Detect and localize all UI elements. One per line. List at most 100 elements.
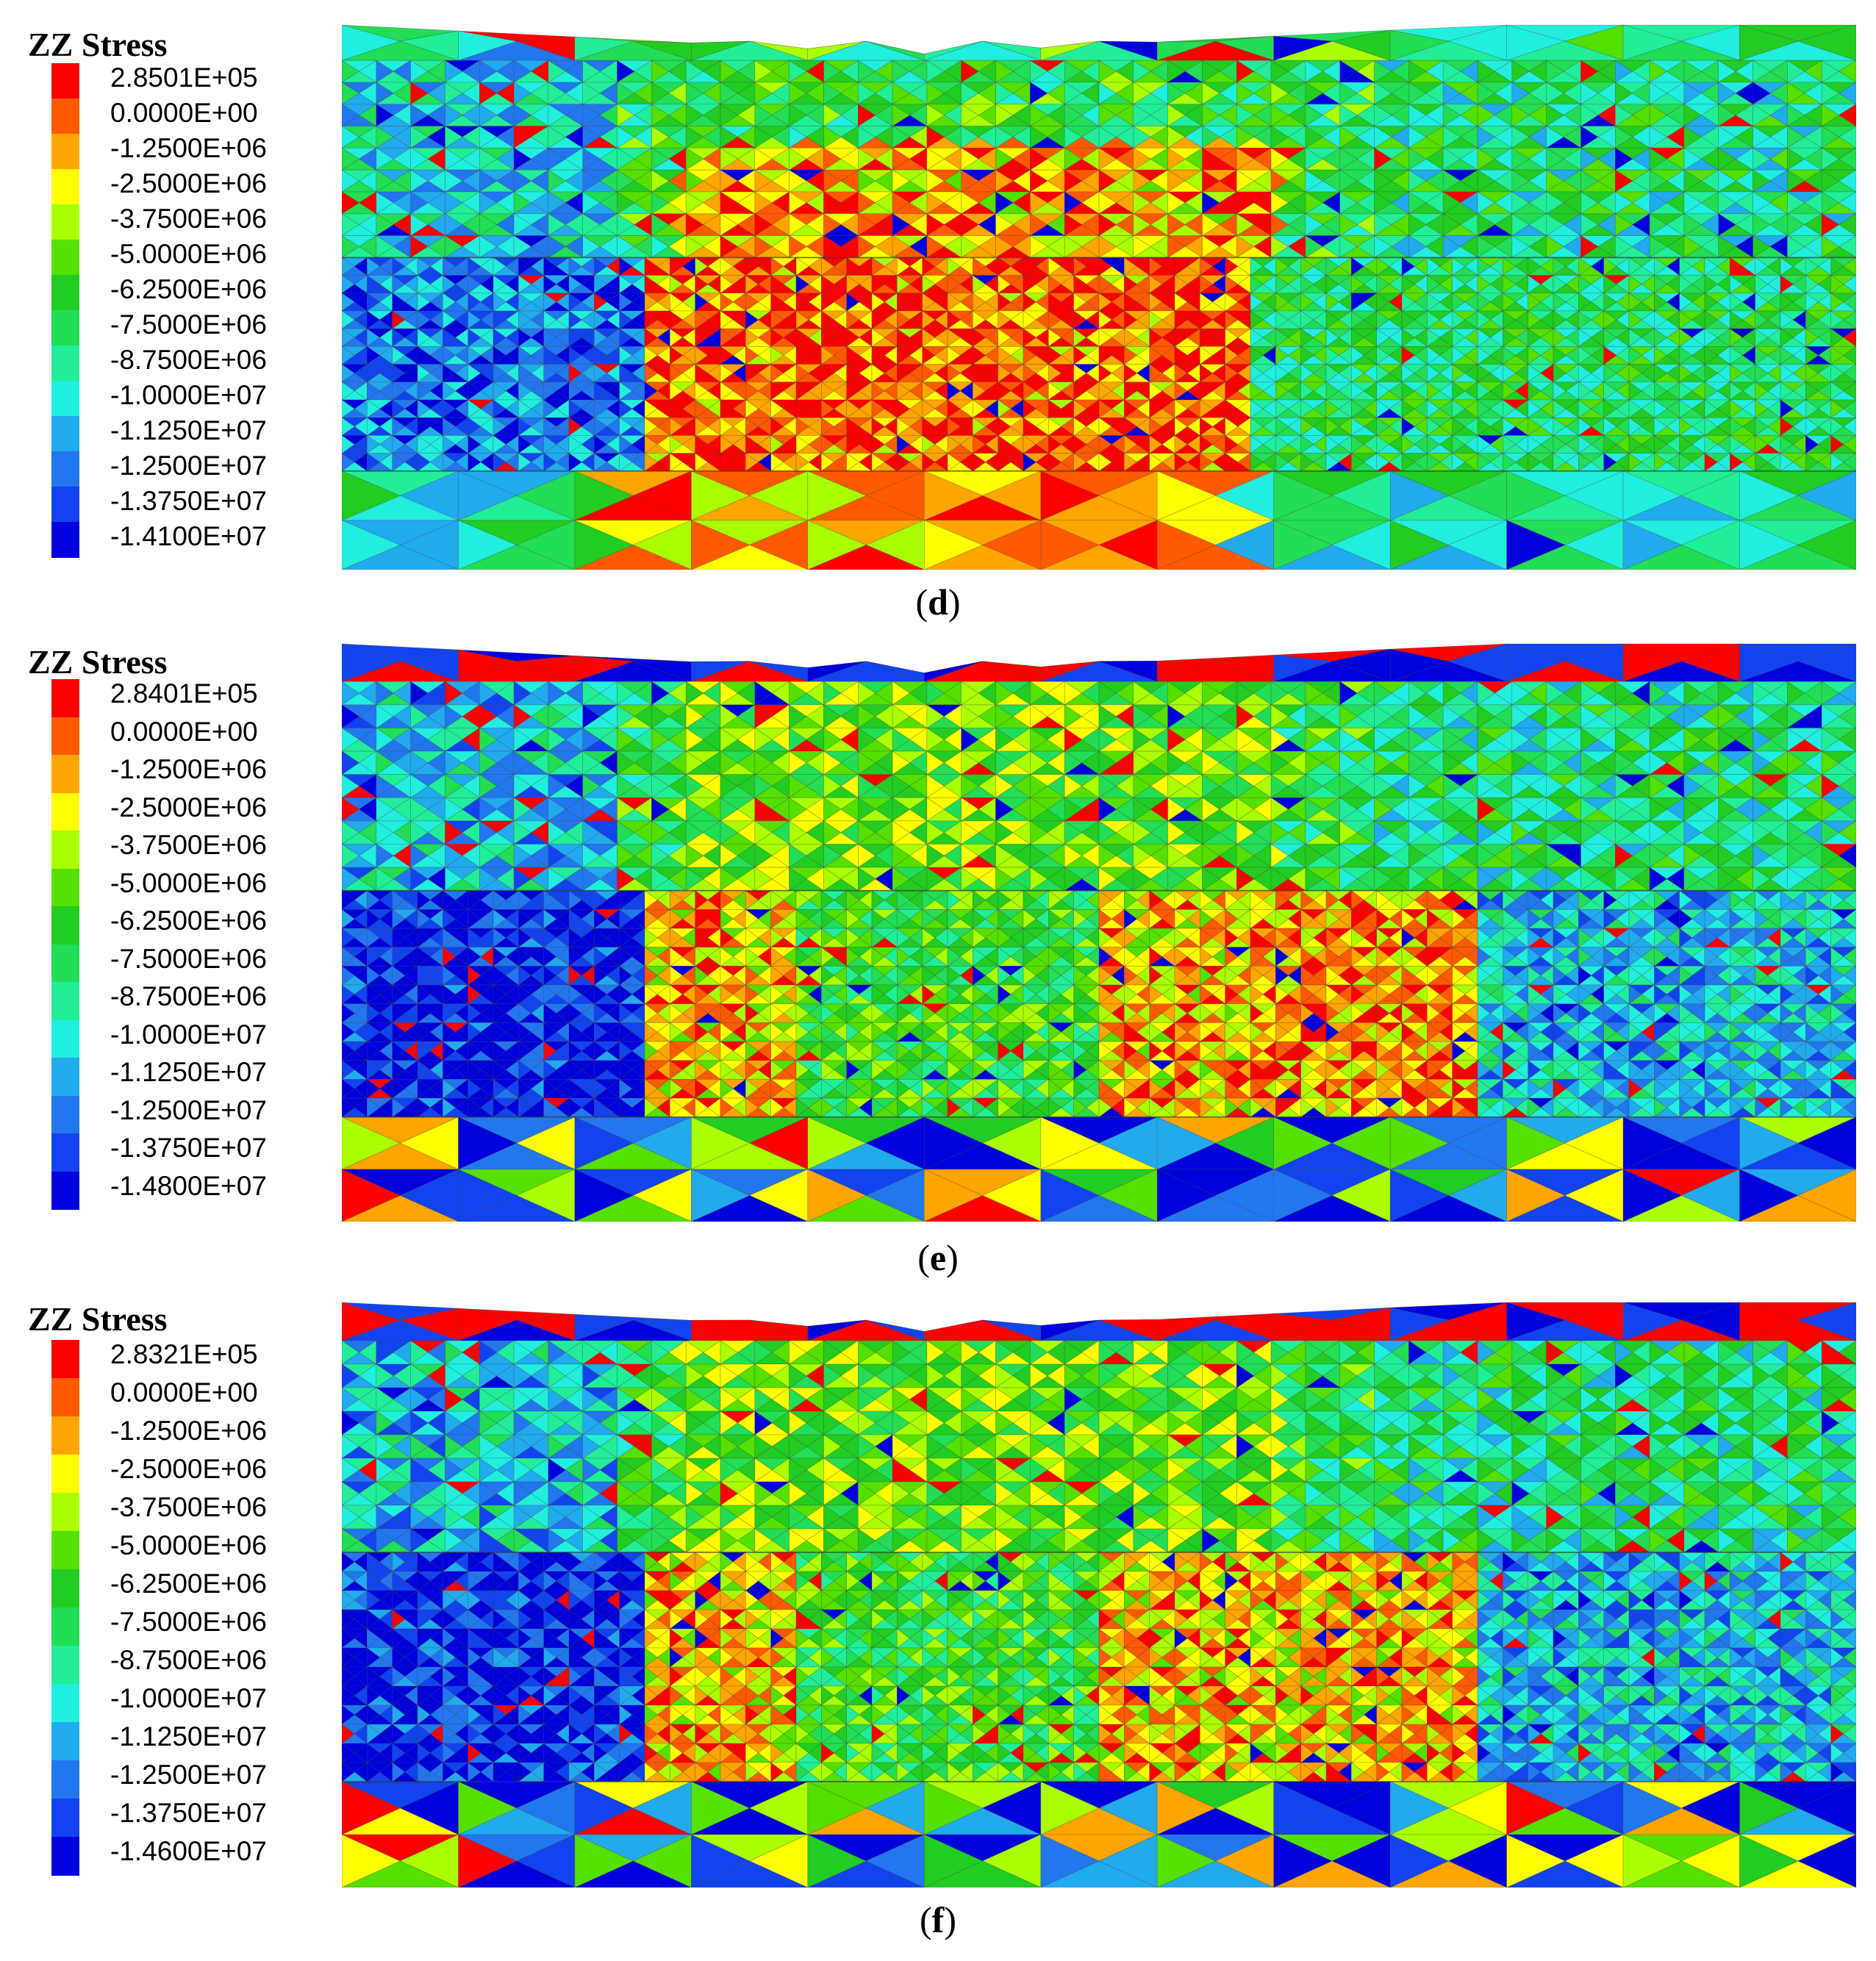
mesh-element bbox=[409, 82, 446, 94]
mesh-element bbox=[823, 169, 842, 193]
mesh-element bbox=[1030, 82, 1048, 105]
mesh-element bbox=[685, 126, 704, 148]
mesh-element bbox=[695, 257, 709, 276]
mesh-element bbox=[719, 235, 756, 247]
legend-label: -1.2500E+07 bbox=[110, 451, 267, 481]
mesh-element bbox=[1753, 126, 1771, 148]
mesh-element bbox=[1546, 235, 1564, 258]
mesh-element bbox=[1339, 147, 1358, 171]
mesh-element bbox=[1752, 82, 1789, 94]
mesh-element bbox=[582, 191, 601, 215]
mesh-element bbox=[376, 235, 394, 258]
mesh-element bbox=[619, 257, 633, 276]
mesh-element bbox=[995, 104, 1014, 127]
mesh-element bbox=[1442, 147, 1461, 171]
mesh-element bbox=[1683, 60, 1702, 83]
mesh-element bbox=[479, 191, 498, 215]
legend-swatch bbox=[51, 63, 79, 99]
mesh-element bbox=[685, 104, 704, 127]
mesh-element bbox=[1614, 82, 1651, 94]
mesh-element bbox=[1753, 104, 1771, 127]
mesh-element bbox=[1511, 126, 1530, 148]
mesh-element bbox=[1718, 235, 1736, 258]
legend-swatch bbox=[51, 310, 79, 346]
mesh-element bbox=[1546, 104, 1564, 127]
legend-swatch bbox=[51, 755, 79, 793]
mesh-element bbox=[1236, 235, 1255, 258]
mesh-element bbox=[513, 60, 532, 83]
mesh-element bbox=[1030, 60, 1048, 83]
mesh-element bbox=[685, 191, 722, 204]
mesh-element bbox=[651, 104, 670, 127]
mesh-element bbox=[1477, 82, 1495, 105]
legend-swatch bbox=[51, 679, 79, 717]
mesh-element bbox=[581, 104, 618, 116]
mesh-element bbox=[1098, 126, 1117, 148]
mesh-element bbox=[617, 147, 635, 171]
mesh-element bbox=[1064, 213, 1083, 237]
mesh-element bbox=[409, 169, 446, 182]
mesh-element bbox=[342, 147, 359, 171]
mesh-element bbox=[445, 169, 463, 193]
mesh-element bbox=[995, 60, 1014, 83]
mesh-element bbox=[1098, 82, 1117, 105]
mesh-element bbox=[892, 82, 928, 94]
mesh-element bbox=[1839, 60, 1856, 83]
mesh-element bbox=[410, 169, 429, 193]
mesh-element bbox=[1545, 82, 1582, 94]
mesh-element bbox=[1718, 191, 1736, 215]
mesh-element bbox=[593, 257, 608, 276]
mesh-element bbox=[960, 235, 997, 247]
legend-label: -8.7500E+06 bbox=[110, 981, 267, 1011]
mesh-element bbox=[1649, 235, 1668, 258]
mesh-element bbox=[342, 235, 377, 247]
mesh-element bbox=[417, 257, 431, 276]
mesh-element bbox=[1270, 104, 1289, 127]
mesh-element bbox=[547, 235, 584, 247]
mesh-element bbox=[1305, 213, 1323, 237]
mesh-element bbox=[1683, 169, 1719, 182]
mesh-element bbox=[1477, 169, 1495, 193]
legend-swatch bbox=[51, 487, 79, 523]
mesh-element bbox=[789, 235, 807, 258]
legend-swatch bbox=[51, 1095, 79, 1134]
mesh-element bbox=[1064, 191, 1083, 215]
mesh-element bbox=[1546, 147, 1564, 171]
mesh-element bbox=[1787, 82, 1805, 105]
mesh-element bbox=[574, 36, 634, 61]
mesh-element bbox=[513, 104, 532, 127]
mesh-element bbox=[685, 60, 704, 83]
mesh-element bbox=[857, 169, 876, 193]
mesh-element bbox=[1839, 82, 1856, 105]
legend-e: ZZ Stress 2.8401E+05 0.0000E+00 -1.2500E+0… bbox=[22, 641, 331, 1222]
mesh-element bbox=[342, 191, 359, 215]
mesh-element bbox=[961, 213, 979, 237]
mesh-element bbox=[1202, 82, 1220, 105]
mesh-element bbox=[685, 82, 704, 105]
mesh-element bbox=[651, 191, 670, 215]
mesh-element bbox=[617, 191, 635, 215]
mesh-element bbox=[1270, 147, 1289, 171]
mesh-element bbox=[568, 257, 582, 276]
mesh-element bbox=[926, 104, 945, 127]
mesh-element bbox=[1305, 126, 1323, 148]
mesh-element bbox=[1408, 213, 1427, 237]
mesh-element bbox=[1683, 169, 1702, 193]
mesh-element bbox=[582, 104, 601, 127]
mesh-element bbox=[1839, 147, 1856, 171]
mesh-element bbox=[1202, 191, 1220, 215]
mesh-element bbox=[823, 191, 842, 215]
mesh-element bbox=[926, 147, 945, 171]
mesh-element bbox=[1167, 235, 1186, 258]
mesh-element bbox=[1270, 60, 1289, 83]
mesh-element bbox=[1545, 169, 1582, 182]
mesh-element bbox=[1718, 147, 1736, 171]
mesh-element bbox=[754, 235, 773, 258]
mesh-element bbox=[1408, 60, 1427, 83]
stress-contour-plot-e bbox=[342, 641, 1856, 1222]
mesh-element bbox=[1821, 126, 1840, 148]
mesh-element bbox=[479, 169, 498, 193]
mesh-element bbox=[1374, 147, 1392, 171]
mesh-element bbox=[1339, 126, 1358, 148]
mesh-element bbox=[1270, 169, 1289, 193]
